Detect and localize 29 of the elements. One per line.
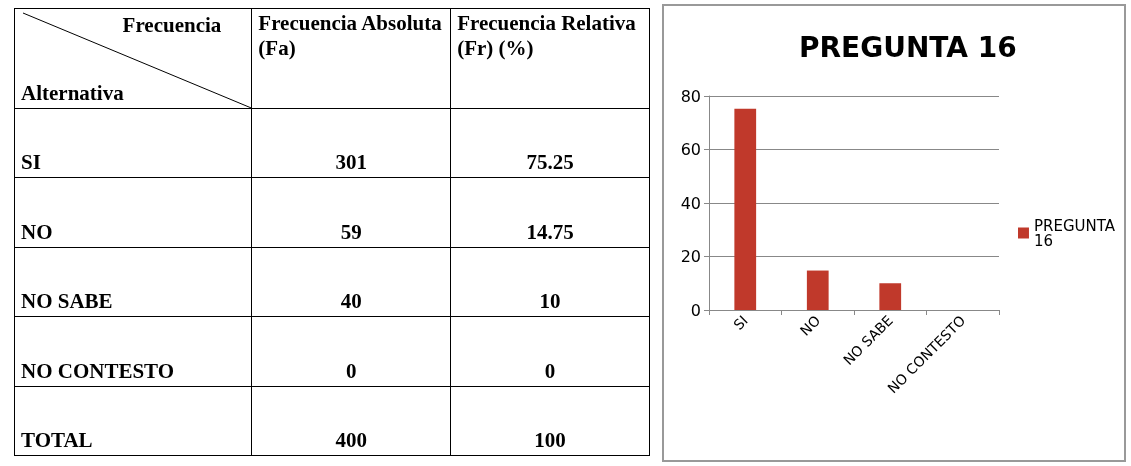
data-label: 100 bbox=[450, 386, 650, 456]
data-label: 0 bbox=[450, 316, 650, 387]
y-tick-label: 60 bbox=[680, 140, 701, 159]
x-tick-label: SI bbox=[730, 312, 751, 333]
text: Frecuencia bbox=[122, 13, 222, 38]
bar bbox=[806, 270, 829, 310]
data-label: 40 bbox=[251, 247, 451, 317]
chart-title: PREGUNTA 16 bbox=[799, 30, 1017, 64]
data-label: 400 bbox=[251, 386, 451, 456]
bar bbox=[879, 283, 902, 310]
data-label: 10 bbox=[450, 247, 650, 317]
text: Alternativa bbox=[21, 81, 125, 106]
data-label: 59 bbox=[251, 177, 451, 248]
data-label: 75.25 bbox=[450, 108, 650, 178]
category-label: NO bbox=[14, 177, 252, 248]
y-tick-label: 40 bbox=[680, 193, 701, 213]
y-tick-label: 80 bbox=[680, 86, 701, 106]
y-tick-label: 20 bbox=[680, 247, 701, 266]
text: Frecuencia Relativa (Fr) (%) bbox=[450, 8, 650, 109]
x-tick-label: NO bbox=[796, 312, 824, 339]
y-tick-label: 0 bbox=[690, 300, 701, 320]
data-label: 14.75 bbox=[450, 177, 650, 248]
bar bbox=[734, 108, 757, 310]
data-label: 0 bbox=[251, 316, 451, 387]
text: Frecuencia Absoluta (Fa) bbox=[251, 8, 451, 109]
category-label: SI bbox=[14, 108, 252, 178]
data-label: 301 bbox=[251, 108, 451, 178]
legend-label: PREGUNTA 16 bbox=[1033, 216, 1116, 250]
category-label: TOTAL bbox=[14, 386, 252, 456]
